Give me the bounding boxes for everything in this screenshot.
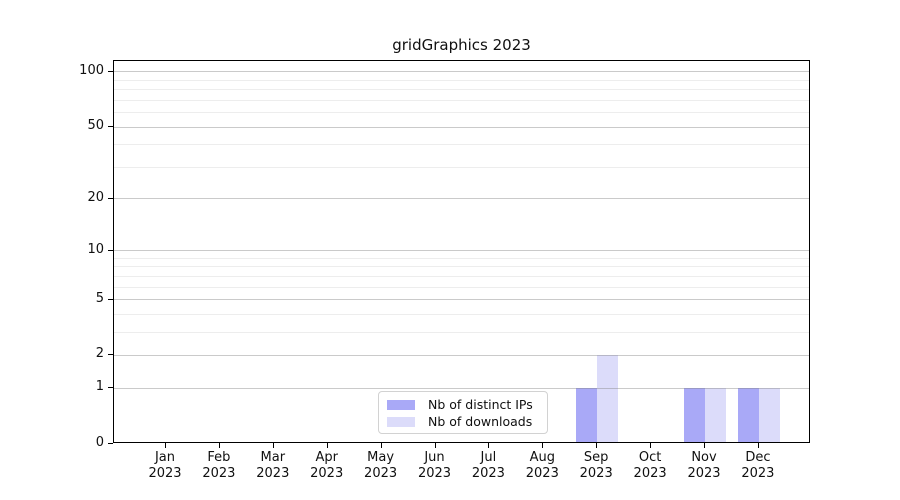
y-tick-mark — [108, 443, 113, 444]
y-tick-label: 5 — [95, 290, 104, 306]
minor-gridline — [114, 266, 809, 268]
minor-gridline — [114, 257, 809, 259]
minor-gridline — [114, 275, 809, 277]
x-tick-label-jul: Jul 2023 — [471, 450, 505, 481]
x-tick-mark — [757, 443, 759, 448]
y-tick-label: 0 — [95, 435, 104, 450]
legend-item-downloads: Nb of downloads — [387, 414, 539, 429]
y-tick-label: 2 — [95, 346, 104, 362]
minor-gridlines-layer — [114, 61, 809, 442]
y-tick-label: 50 — [87, 118, 104, 134]
major-gridline — [114, 354, 809, 356]
minor-gridline — [114, 89, 809, 91]
major-gridlines-layer — [114, 61, 809, 442]
bar-dec-ips — [737, 388, 759, 442]
x-tick-label-mar: Mar 2023 — [256, 450, 290, 481]
minor-gridline — [114, 313, 809, 315]
x-tick-label-apr: Apr 2023 — [310, 450, 344, 481]
plot-area — [113, 60, 810, 443]
bar-sep-ips — [576, 388, 598, 442]
x-tick-mark — [218, 443, 220, 448]
legend-item-distinct-ips: Nb of distinct IPs — [387, 397, 539, 412]
y-tick-mark — [108, 126, 113, 128]
x-tick-mark — [165, 443, 166, 448]
minor-gridline — [114, 331, 809, 333]
x-tick-label-jan: Jan 2023 — [148, 450, 182, 481]
y-tick-mark — [108, 197, 113, 199]
y-tick-label: 100 — [79, 62, 104, 78]
y-tick-mark — [108, 249, 113, 251]
minor-gridline — [114, 286, 809, 288]
y-tick-mark — [108, 298, 113, 300]
bar-dec-downloads — [758, 388, 780, 442]
minor-gridline — [114, 99, 809, 101]
bar-nov-ips — [684, 388, 705, 442]
major-gridline — [114, 198, 809, 200]
y-tick-label: 1 — [95, 379, 104, 395]
minor-gridline — [114, 166, 809, 168]
x-tick-mark — [434, 443, 436, 448]
x-tick-label-dec: Dec 2023 — [741, 450, 775, 481]
minor-gridline — [114, 144, 809, 146]
y-tick-label: 20 — [87, 189, 104, 205]
major-gridline — [114, 299, 809, 301]
x-tick-mark — [704, 443, 705, 448]
legend-label: Nb of downloads — [428, 414, 533, 429]
x-tick-mark — [542, 443, 544, 448]
y-tick-mark — [108, 70, 113, 72]
bars-layer — [114, 61, 809, 442]
x-tick-mark — [596, 443, 598, 448]
major-gridline — [114, 250, 809, 252]
x-tick-mark — [380, 443, 382, 448]
y-tick-label: 10 — [87, 241, 104, 257]
bar-nov-downloads — [705, 388, 726, 442]
major-gridline — [114, 387, 809, 389]
major-gridline — [114, 126, 809, 128]
x-tick-label-aug: Aug 2023 — [525, 450, 559, 481]
major-gridline — [114, 71, 809, 73]
legend-label: Nb of distinct IPs — [428, 397, 533, 412]
x-tick-label-nov: Nov 2023 — [687, 450, 721, 481]
bar-sep-downloads — [597, 355, 619, 442]
legend-swatch-downloads — [387, 416, 415, 427]
x-tick-label-jun: Jun 2023 — [417, 450, 452, 481]
y-tick-mark — [108, 354, 113, 356]
legend-swatch-distinct-ips — [387, 399, 415, 410]
x-tick-label-sep: Sep 2023 — [579, 450, 613, 481]
x-tick-mark — [326, 443, 328, 448]
x-tick-mark — [488, 443, 490, 448]
x-tick-label-may: May 2023 — [364, 450, 398, 481]
minor-gridline — [114, 79, 809, 81]
y-tick-mark — [108, 387, 113, 389]
x-tick-label-feb: Feb 2023 — [202, 450, 236, 481]
x-tick-mark — [650, 443, 652, 448]
x-tick-mark — [272, 443, 274, 448]
chart-title: gridGraphics 2023 — [392, 36, 531, 54]
x-tick-label-oct: Oct 2023 — [633, 450, 667, 481]
minor-gridline — [114, 112, 809, 114]
legend: Nb of distinct IPs Nb of downloads — [378, 391, 548, 434]
